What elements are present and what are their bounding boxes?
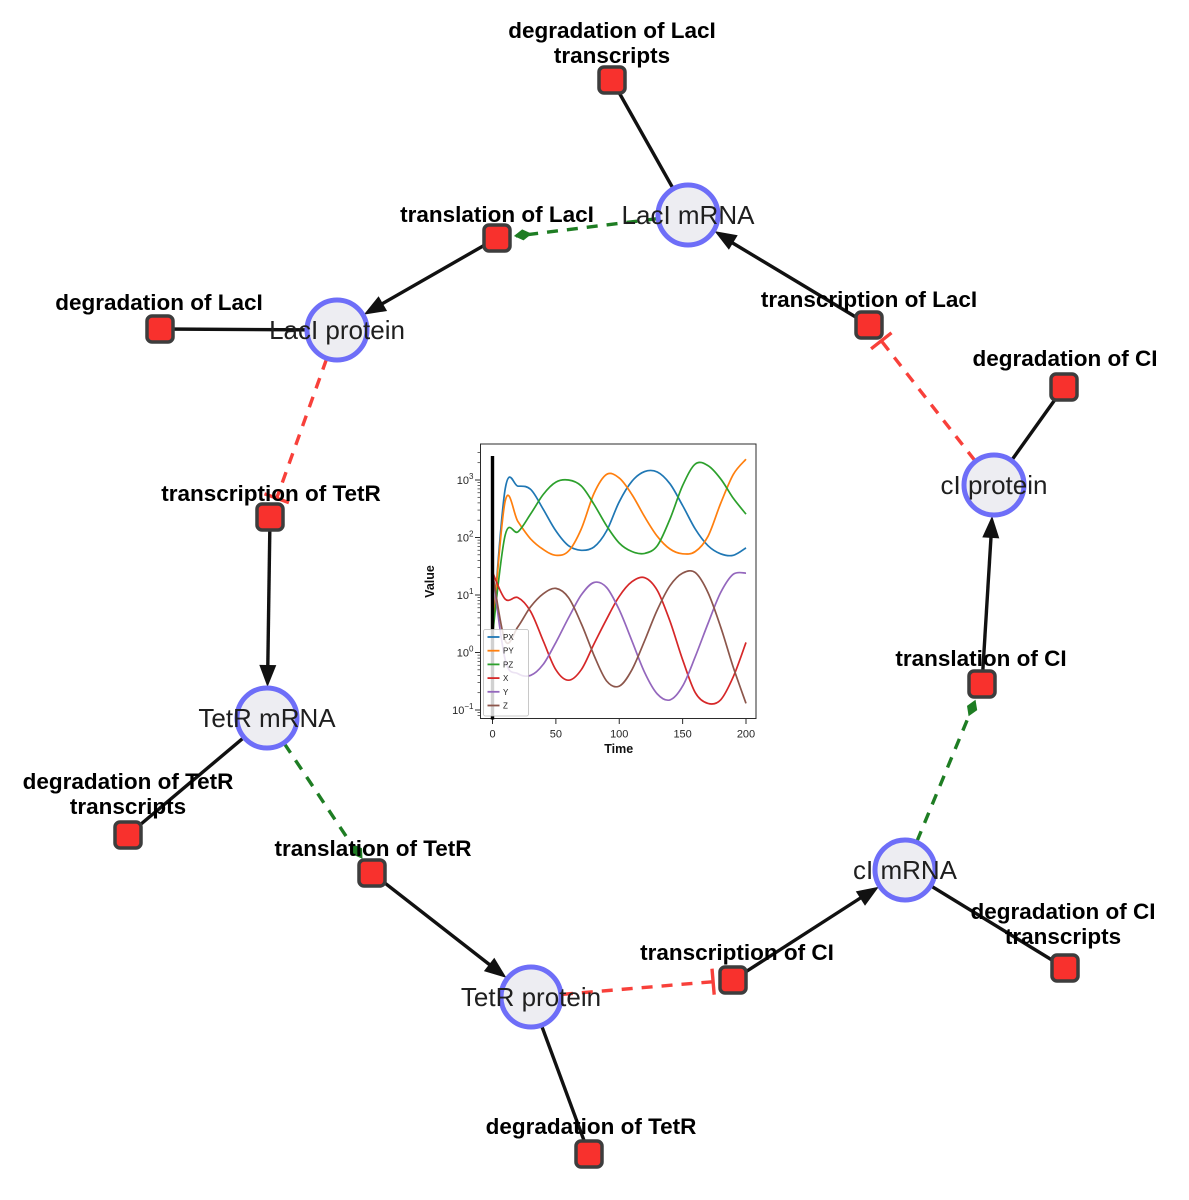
species-label: LacI protein bbox=[269, 315, 405, 345]
reaction-node-degradation-ci[interactable] bbox=[1049, 372, 1079, 402]
series-line-Y bbox=[491, 571, 747, 702]
chart-legend: PX PY PZ XYZ bbox=[483, 629, 529, 717]
edges-layer bbox=[126, 79, 1066, 1155]
reaction-label: transcripts bbox=[70, 794, 186, 819]
legend-label: Y bbox=[503, 688, 509, 697]
reaction-node-transcription-ci[interactable] bbox=[718, 965, 748, 995]
y-axis-title: Value bbox=[423, 565, 437, 598]
reaction-label: transcription of CI bbox=[640, 940, 834, 965]
inhibition-tbar bbox=[263, 492, 290, 505]
edge-production-transcription-ci bbox=[732, 886, 879, 982]
reaction-label: degradation of TetR bbox=[23, 769, 234, 794]
reaction-label: degradation of CI bbox=[971, 899, 1156, 924]
y-tick-label: 100 bbox=[457, 645, 474, 660]
series-line-X bbox=[491, 571, 747, 705]
reaction-node-degradation-tetr[interactable] bbox=[574, 1139, 604, 1169]
edge-inhibition-ci-protein-transcription-laci bbox=[870, 331, 977, 462]
series-line-PY bbox=[491, 458, 747, 636]
species-layer bbox=[234, 182, 1027, 1030]
reaction-label: transcripts bbox=[554, 43, 670, 68]
edge-production-translation-tetr bbox=[370, 871, 507, 978]
labels-layer: degradation of LacI transcripts translat… bbox=[23, 18, 1158, 1139]
edge-production-translation-laci bbox=[363, 236, 498, 315]
production-arrowhead bbox=[483, 957, 507, 978]
species-node-laci-protein[interactable] bbox=[304, 297, 370, 363]
chart-series-group bbox=[491, 458, 747, 705]
edge-modifier-laci-mrna-translation bbox=[513, 217, 658, 241]
species-node-laci-mrna[interactable] bbox=[655, 182, 721, 248]
x-tick-label: 0 bbox=[489, 729, 495, 741]
reaction-label: degradation of LacI bbox=[508, 18, 716, 43]
edge-modifier-ci-mrna-translation bbox=[915, 699, 978, 843]
species-label: TetR mRNA bbox=[198, 703, 336, 733]
production-arrowhead bbox=[363, 296, 388, 315]
edge-inhibition-laci-protein-transcription-tetr bbox=[263, 358, 329, 505]
series-line-PX bbox=[491, 469, 747, 636]
production-arrowhead bbox=[714, 231, 738, 250]
reaction-node-translation-laci[interactable] bbox=[482, 223, 512, 253]
y-tick-label: 102 bbox=[457, 530, 474, 545]
edge-production-translation-ci bbox=[980, 515, 1000, 685]
edge-production-transcription-tetr bbox=[259, 516, 277, 687]
reaction-label: degradation of TetR bbox=[486, 1114, 697, 1139]
production-arrowhead bbox=[855, 886, 879, 906]
reaction-node-translation-ci[interactable] bbox=[967, 669, 997, 699]
reaction-label: transcription of LacI bbox=[761, 287, 977, 312]
edge-inhibition-tetr-protein-transcription-ci bbox=[561, 968, 716, 997]
legend-label: PZ bbox=[503, 660, 513, 669]
reaction-node-degradation-tetr-transcripts[interactable] bbox=[113, 820, 143, 850]
reaction-label: transcription of TetR bbox=[161, 481, 381, 506]
x-tick-label: 150 bbox=[673, 729, 691, 741]
species-node-ci-protein[interactable] bbox=[961, 452, 1027, 518]
y-tick-label: 103 bbox=[457, 472, 474, 487]
legend-label: PY bbox=[503, 647, 514, 656]
x-tick-label: 100 bbox=[610, 729, 628, 741]
inset-chart: 0 50 100 150 200 10−1 100 101 102 103 PX PY PZ XYZ Tim… bbox=[420, 430, 772, 762]
modifier-diamond bbox=[513, 229, 532, 241]
species-label: LacI mRNA bbox=[622, 200, 756, 230]
series-line-Z bbox=[491, 569, 747, 704]
edge-production-transcription-laci bbox=[714, 231, 870, 327]
reaction-label: translation of LacI bbox=[400, 202, 594, 227]
legend-label: X bbox=[503, 674, 509, 683]
species-label: TetR protein bbox=[461, 982, 601, 1012]
reaction-node-degradation-laci[interactable] bbox=[145, 314, 175, 344]
legend-label: Z bbox=[503, 702, 508, 711]
species-node-tetr-protein[interactable] bbox=[498, 964, 564, 1030]
reaction-layer bbox=[113, 65, 1080, 1169]
production-arrowhead bbox=[259, 664, 277, 687]
legend-label: PX bbox=[503, 633, 514, 642]
reaction-label: degradation of LacI bbox=[55, 290, 263, 315]
species-label: cI protein bbox=[941, 470, 1048, 500]
x-tick-label: 200 bbox=[737, 729, 755, 741]
x-axis-title: Time bbox=[604, 742, 633, 756]
reaction-node-transcription-laci[interactable] bbox=[854, 310, 884, 340]
species-node-tetr-mrna[interactable] bbox=[234, 685, 300, 751]
series-line-PZ bbox=[491, 461, 747, 636]
x-tick-label: 50 bbox=[550, 729, 562, 741]
modifier-diamond bbox=[352, 844, 363, 859]
species-label: cI mRNA bbox=[853, 855, 958, 885]
reaction-label: translation of CI bbox=[895, 646, 1066, 671]
reaction-node-degradation-ci-transcripts[interactable] bbox=[1050, 953, 1080, 983]
y-tick-label: 10−1 bbox=[452, 702, 474, 717]
modifier-diamond bbox=[967, 699, 978, 717]
inhibition-tbar bbox=[710, 968, 716, 995]
reaction-label: degradation of CI bbox=[973, 346, 1158, 371]
reaction-label: translation of TetR bbox=[274, 836, 471, 861]
inhibition-tbar bbox=[870, 331, 893, 351]
reaction-node-transcription-tetr[interactable] bbox=[255, 502, 285, 532]
species-node-ci-mrna[interactable] bbox=[872, 837, 938, 903]
reaction-label: transcripts bbox=[1005, 924, 1121, 949]
chart-axes-frame bbox=[480, 443, 757, 719]
reaction-node-degradation-laci-transcripts[interactable] bbox=[597, 65, 627, 95]
edge-modifier-tetr-mrna-translation bbox=[282, 742, 363, 859]
reaction-node-translation-tetr[interactable] bbox=[357, 858, 387, 888]
production-arrowhead bbox=[982, 515, 1000, 539]
y-tick-label: 101 bbox=[457, 587, 474, 602]
